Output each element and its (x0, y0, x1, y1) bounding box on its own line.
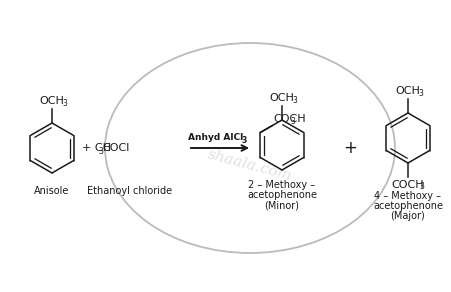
Text: Ethanoyl chloride: Ethanoyl chloride (87, 186, 172, 196)
Text: 3: 3 (418, 182, 423, 191)
Text: Anhyd AlCl: Anhyd AlCl (188, 133, 243, 142)
Text: +: + (342, 139, 356, 157)
Text: acetophenone: acetophenone (246, 190, 316, 200)
Text: 3: 3 (418, 89, 423, 98)
Text: (Minor): (Minor) (264, 200, 299, 210)
Text: OCH: OCH (269, 93, 294, 103)
Text: 3: 3 (290, 117, 294, 126)
Text: shaala.com: shaala.com (206, 147, 293, 183)
Text: 3: 3 (62, 99, 67, 108)
Text: COCH: COCH (391, 180, 423, 190)
Text: COCH: COCH (273, 114, 305, 124)
Text: Anisole: Anisole (34, 186, 69, 196)
Text: 3: 3 (292, 96, 297, 105)
Text: 2 – Methoxy –: 2 – Methoxy – (248, 180, 315, 190)
Text: OCH: OCH (40, 96, 64, 106)
Text: + CH: + CH (82, 143, 111, 153)
Text: 4 – Methoxy –: 4 – Methoxy – (374, 191, 441, 201)
Text: (Major): (Major) (390, 211, 424, 221)
Text: OCH: OCH (395, 86, 419, 96)
Text: acetophenone: acetophenone (372, 201, 442, 211)
Text: COCl: COCl (102, 143, 130, 153)
Text: 3: 3 (241, 136, 247, 145)
Text: 3: 3 (98, 147, 103, 156)
